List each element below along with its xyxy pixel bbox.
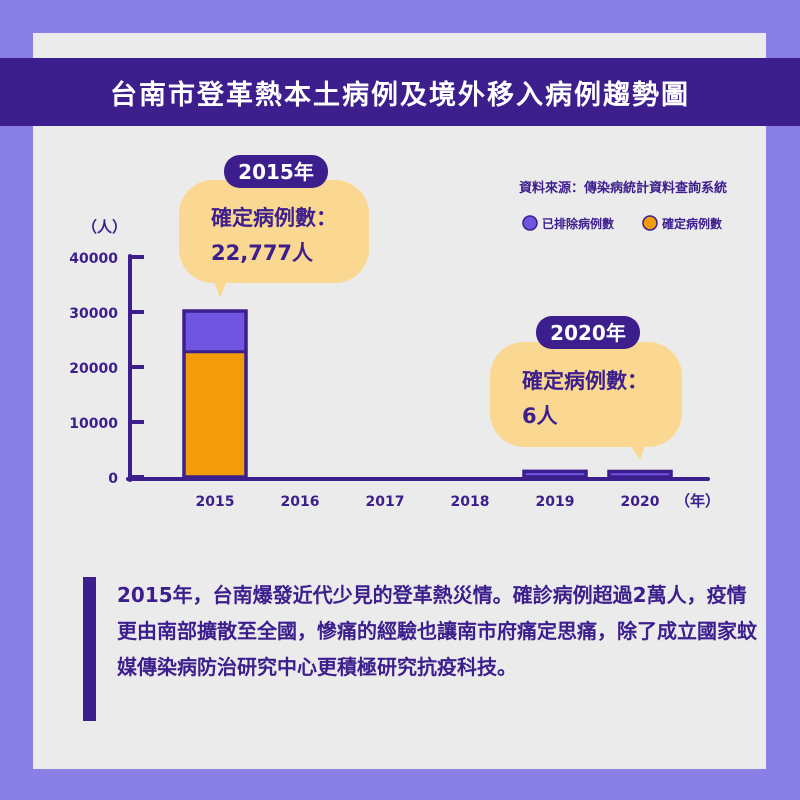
x-tick-label: 2015 [196, 494, 235, 510]
callout-2015-tag [224, 155, 328, 188]
bar-segment [184, 351, 246, 477]
callout-2020-tail [628, 442, 646, 460]
caption-text: 2015年，台南爆發近代少見的登革熱災情。確診病例超過2萬人，疫情更由南部擴散至… [117, 583, 757, 679]
y-tick-label: 20000 [69, 361, 118, 377]
legend-swatch-excluded [522, 215, 538, 231]
y-tick-label: 40000 [69, 251, 118, 267]
callout-2015-bubble [179, 180, 369, 283]
bar-segment [184, 311, 246, 352]
bar-segment [609, 471, 671, 477]
callout-2020: 2020年 確定病例數： 6人 [490, 316, 682, 460]
callout-2020-line2: 6人 [522, 404, 558, 428]
callout-2015: 2015年 確定病例數： 22,777人 [179, 155, 369, 298]
legend-label-confirmed: 確定病例數 [662, 216, 722, 231]
bar-segment [524, 471, 586, 477]
legend-swatch-confirmed [642, 215, 658, 231]
y-tick-label: 10000 [69, 416, 118, 432]
callout-2015-tail [213, 278, 228, 298]
callout-2015-line2: 22,777人 [211, 241, 313, 265]
x-tick-label: 2017 [366, 494, 405, 510]
callout-2015-line1: 確定病例數： [211, 206, 337, 230]
callout-2015-year: 2015年 [238, 160, 314, 184]
callout-2020-bubble [490, 342, 682, 447]
callout-2020-tag [536, 316, 640, 349]
x-tick-label: 2019 [536, 494, 575, 510]
legend-label-excluded: 已排除病例數 [542, 216, 614, 231]
y-tick-label: 30000 [69, 306, 118, 322]
chart: 資料來源：傳染病統計資料查詢系統 已排除病例數 確定病例數 （人） （年） 0 1… [69, 155, 727, 510]
page-title: 台南市登革熱本土病例及境外移入病例趨勢圖 [110, 79, 690, 111]
callout-2020-line1: 確定病例數： [522, 369, 648, 393]
x-tick-label: 2018 [451, 494, 490, 510]
x-axis-label: （年） [675, 492, 720, 510]
x-tick-label: 2016 [281, 494, 320, 510]
caption-block: 2015年，台南爆發近代少見的登革熱災情。確診病例超過2萬人，疫情更由南部擴散至… [83, 577, 773, 721]
x-tick-label: 2020 [621, 494, 660, 510]
y-tick-label: 0 [108, 471, 118, 487]
y-axis-label: （人） [82, 218, 127, 236]
caption-accent-bar [83, 577, 96, 721]
title-band: 台南市登革熱本土病例及境外移入病例趨勢圖 [0, 58, 800, 126]
callout-2020-year: 2020年 [550, 321, 626, 345]
source-note: 資料來源：傳染病統計資料查詢系統 [519, 180, 727, 196]
legend: 已排除病例數 確定病例數 [522, 215, 722, 231]
